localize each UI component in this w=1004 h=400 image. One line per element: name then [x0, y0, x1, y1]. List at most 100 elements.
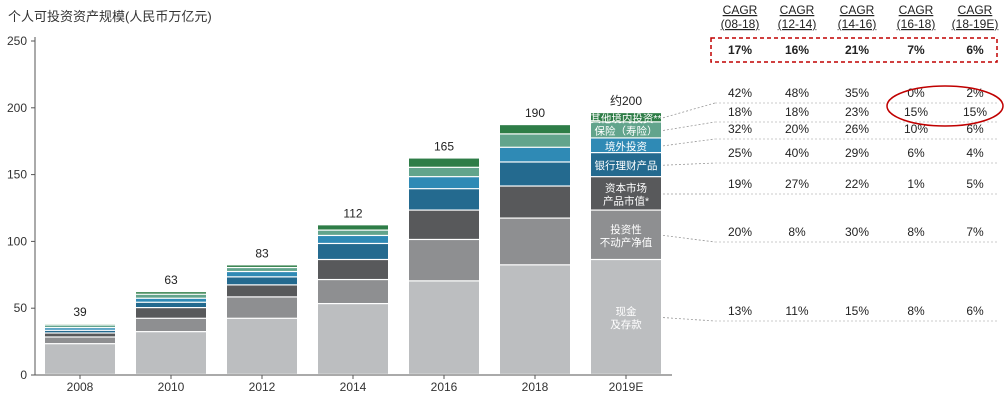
segment-label: 境外投资 — [605, 140, 647, 153]
cagr-value: 29% — [845, 146, 869, 160]
bar-total-label: 83 — [255, 246, 269, 260]
bar-segment — [409, 189, 479, 210]
cagr-value: 18% — [728, 105, 752, 119]
bar-segment — [45, 330, 115, 333]
cagr-value: 35% — [845, 86, 869, 100]
cagr-total-value: 7% — [907, 43, 925, 57]
connector-line — [662, 162, 716, 166]
cagr-value: 8% — [907, 225, 925, 239]
cagr-value: 5% — [966, 177, 984, 191]
bar-segment — [500, 134, 570, 147]
bar-segment — [45, 337, 115, 344]
cagr-header: CAGR — [899, 3, 934, 17]
segment-label: 不动产净值 — [600, 236, 653, 249]
cagr-header: CAGR — [958, 3, 993, 17]
bar-segment — [45, 333, 115, 337]
cagr-value: 4% — [966, 146, 984, 160]
y-tick-label: 50 — [14, 301, 28, 315]
cagr-value: 15% — [904, 105, 928, 119]
bar-segment — [136, 302, 206, 307]
cagr-total-value: 16% — [785, 43, 809, 57]
bar-segment — [318, 280, 388, 303]
cagr-value: 13% — [728, 304, 752, 318]
connector-line — [662, 121, 716, 131]
bar-total-label: 63 — [164, 273, 178, 287]
cagr-header-period: (12-14) — [778, 17, 817, 31]
bar-segment — [318, 244, 388, 259]
segment-label: 现金 — [616, 305, 637, 318]
chart-title: 个人可投资资产规模(人民币万亿元) — [8, 9, 212, 24]
bar-segment — [136, 318, 206, 332]
bar-segment — [591, 210, 661, 259]
bar-segment — [136, 332, 206, 374]
bar-segment — [409, 158, 479, 167]
bar-segment — [318, 225, 388, 230]
cagr-header-period: (18-19E) — [952, 17, 999, 31]
bar-segment — [136, 292, 206, 294]
x-tick-label: 2014 — [340, 380, 367, 394]
cagr-value: 8% — [907, 304, 925, 318]
x-tick-label: 2012 — [249, 380, 276, 394]
segment-label: 及存款 — [610, 318, 642, 331]
cagr-value: 18% — [785, 105, 809, 119]
x-tick-label: 2018 — [522, 380, 549, 394]
cagr-value: 7% — [966, 225, 984, 239]
bar-segment — [500, 125, 570, 134]
segment-label: 资本市场 — [605, 181, 647, 194]
x-tick-label: 2019E — [609, 380, 644, 394]
cagr-value: 23% — [845, 105, 869, 119]
bar-segment — [409, 210, 479, 239]
bar-segment — [500, 162, 570, 186]
bar-total-label: 165 — [434, 140, 454, 154]
y-tick-label: 250 — [7, 34, 27, 48]
cagr-value: 25% — [728, 146, 752, 160]
cagr-header: CAGR — [723, 3, 758, 17]
cagr-value: 15% — [845, 304, 869, 318]
segment-label: 银行理财产品 — [595, 159, 658, 172]
cagr-value: 6% — [907, 146, 925, 160]
cagr-value: 19% — [728, 177, 752, 191]
x-tick-label: 2016 — [431, 380, 458, 394]
bar-total-label: 约200 — [610, 93, 642, 108]
cagr-value: 1% — [907, 177, 925, 191]
bar-segment — [500, 147, 570, 162]
cagr-header: CAGR — [780, 3, 815, 17]
connector-line — [662, 317, 716, 322]
bar-segment — [45, 344, 115, 374]
bar-segment — [45, 325, 115, 328]
bar-segment — [227, 297, 297, 318]
bar-segment — [227, 265, 297, 267]
x-tick-label: 2010 — [158, 380, 185, 394]
bar-segment — [318, 260, 388, 279]
y-tick-label: 100 — [7, 234, 27, 248]
cagr-header-period: (08-18) — [721, 17, 760, 31]
bar-segment — [409, 281, 479, 374]
cagr-total-value: 6% — [966, 43, 984, 57]
bar-total-label: 112 — [343, 206, 362, 220]
x-tick-label: 2008 — [67, 380, 94, 394]
connector-line — [662, 234, 716, 243]
bar-segment — [227, 285, 297, 297]
bar-segment — [136, 308, 206, 318]
bar-segment — [136, 298, 206, 302]
highlight-ellipse — [886, 85, 1004, 127]
bar-segment — [591, 260, 661, 374]
cagr-value: 15% — [963, 105, 987, 119]
bar-segment — [227, 277, 297, 285]
cagr-value: 48% — [785, 86, 809, 100]
cagr-value: 10% — [904, 122, 928, 136]
cagr-value: 6% — [966, 304, 984, 318]
cagr-value: 22% — [845, 177, 869, 191]
bar-segment — [409, 177, 479, 189]
segment-label: 其他境内投资** — [590, 112, 661, 125]
y-tick-label: 150 — [7, 168, 27, 182]
cagr-header-period: (14-16) — [838, 17, 877, 31]
bar-segment — [45, 328, 115, 330]
cagr-value: 26% — [845, 122, 869, 136]
cagr-value: 32% — [728, 122, 752, 136]
bar-segment — [318, 236, 388, 243]
bar-segment — [409, 167, 479, 177]
cagr-value: 42% — [728, 86, 752, 100]
bar-segment — [500, 186, 570, 218]
